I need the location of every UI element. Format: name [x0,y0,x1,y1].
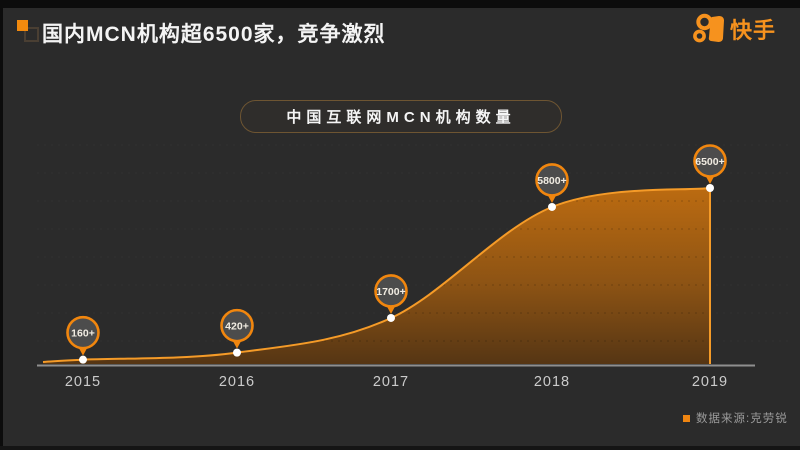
page-title: 国内MCN机构超6500家，竞争激烈 [42,23,386,46]
source-bullet-icon [683,414,690,422]
data-point-dot [79,355,87,364]
data-point-dot [233,348,241,357]
source-note: 数据来源:克劳锐 [683,410,788,426]
balloon-value-label: 6500+ [695,156,725,168]
balloon-value-label: 160+ [71,327,95,339]
x-axis-label: 2015 [65,374,101,390]
value-balloon [693,144,727,178]
x-axis-label: 2017 [373,374,409,390]
kuaishou-logo-text: 快手 [729,18,776,43]
value-balloon [220,308,254,343]
title-bullet-icon [17,20,39,42]
chart-title-pill: 中国互联网MCN机构数量 [240,100,562,133]
balloon-value-label: 1700+ [376,286,406,298]
area-fill [43,188,710,364]
balloon-value-label: 420+ [225,320,249,332]
data-point-dot [548,202,556,211]
bullet-outline-square [24,27,39,42]
area-top-stroke [42,187,711,364]
left-edge-strip [0,0,3,450]
chart-title-text: 中国互联网MCN机构数量 [286,109,516,126]
source-note-text: 数据来源:克劳锐 [696,413,788,425]
x-axis-label: 2016 [219,374,255,390]
x-axis-label: 2019 [692,374,728,390]
bullet-solid-square [17,20,28,31]
data-point-dot [387,313,395,322]
value-balloon [535,163,569,197]
balloon-value-label: 5800+ [537,175,567,187]
value-balloon [66,315,100,350]
value-balloon [374,274,408,308]
kuaishou-camera-icon [693,13,724,43]
top-edge-strip [0,0,800,8]
kuaishou-logo: 快手 [692,11,776,47]
x-axis-label: 2018 [534,374,570,390]
bottom-edge-strip [0,446,800,450]
data-point-dot [706,184,714,192]
